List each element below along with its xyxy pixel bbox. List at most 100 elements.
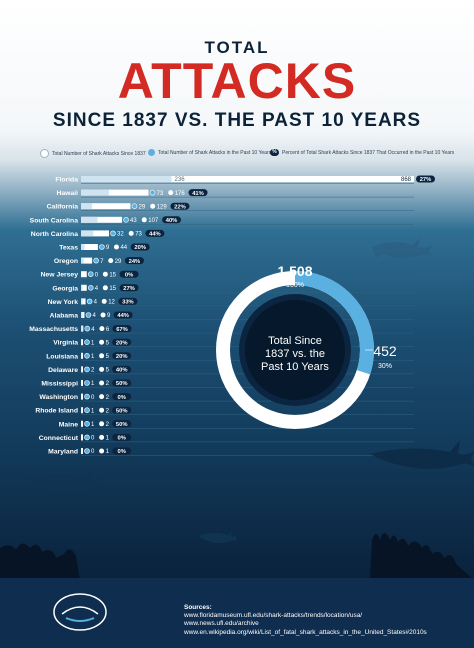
total-value-label: 15 <box>109 286 116 292</box>
bar-recent <box>81 366 82 373</box>
total-dot <box>100 312 106 318</box>
donut-inner <box>245 300 345 400</box>
total-value-label: 5 <box>106 340 110 346</box>
footer <box>0 578 474 648</box>
total-dot <box>108 258 114 264</box>
total-dot <box>168 190 174 196</box>
donut-center-line1: Total Since <box>268 335 322 347</box>
state-label: Delaware <box>48 367 78 374</box>
state-label: New Jersey <box>41 272 79 279</box>
total-value-label: 73 <box>135 232 142 238</box>
total-value-label: 12 <box>108 300 115 306</box>
bar-total <box>81 339 83 346</box>
total-value-label: 44 <box>120 245 127 251</box>
bar-total <box>81 312 85 318</box>
donut-recent-value: 452 <box>373 343 397 359</box>
recent-dot <box>84 434 90 441</box>
recent-dot <box>86 298 93 305</box>
percent-label: 20% <box>116 354 128 360</box>
total-dot <box>99 353 105 359</box>
state-label: Maryland <box>48 449 78 456</box>
bar-total <box>81 448 83 454</box>
total-dot <box>99 326 105 332</box>
percent-label: 0% <box>118 449 126 455</box>
state-label: Mississippi <box>41 381 78 388</box>
state-label: Florida <box>55 177 78 184</box>
total-value-label: 868 <box>401 177 412 183</box>
bar-total <box>81 244 98 250</box>
state-label: Texas <box>59 245 78 252</box>
bar-total <box>81 352 83 359</box>
percent-pill <box>112 393 132 401</box>
bar-total <box>81 189 149 196</box>
recent-value-label: 2 <box>91 368 95 374</box>
bar-recent <box>81 325 83 332</box>
percent-label: 0% <box>118 436 126 442</box>
bar-recent <box>81 298 83 305</box>
bar-total <box>81 271 87 278</box>
recent-dot <box>84 407 90 413</box>
source-link-1[interactable]: www.floridamuseum.ufl.edu/shark-attacks/… <box>184 612 363 620</box>
bar-total <box>81 176 414 182</box>
total-value-label: 15 <box>109 272 116 278</box>
state-label: New York <box>48 299 79 306</box>
state-label: Virginia <box>53 340 78 347</box>
source-link-3[interactable]: www.en.wikipedia.org/wiki/List_of_fatal_… <box>184 628 427 636</box>
total-dot <box>128 230 134 236</box>
bar-total <box>81 230 110 237</box>
recent-value-label: 4 <box>92 313 96 319</box>
bar-recent <box>81 216 98 223</box>
total-value-label: 129 <box>157 204 168 210</box>
recent-value-label: 73 <box>157 191 164 197</box>
bar-recent <box>81 189 110 196</box>
recent-dot <box>84 339 90 345</box>
donut-recent-pct: 30% <box>378 363 392 370</box>
legend-item-total: Total Number of Shark Attacks Since 1837 <box>40 149 146 158</box>
bar-total <box>81 257 93 264</box>
legend-label-recent: Total Number of Shark Attacks in the Pas… <box>158 149 272 156</box>
percent-pill <box>119 270 139 278</box>
percent-label: 27% <box>420 177 432 183</box>
donut-chart: Total Since 1837 vs. the Past 10 Years 1… <box>216 263 397 429</box>
shark-right-silhouette <box>370 440 474 469</box>
bar-total <box>81 203 131 210</box>
percent-pill <box>112 325 132 333</box>
logo-emblem <box>53 593 107 631</box>
recent-value-label: 1 <box>91 354 95 360</box>
source-link-2[interactable]: www.news.ufl.edu/archive <box>184 620 259 628</box>
percent-pill <box>162 216 182 224</box>
recent-value-label: 9 <box>106 245 110 251</box>
total-dot <box>101 298 107 304</box>
sources-header: Sources: <box>184 604 212 611</box>
bar-total <box>81 284 87 291</box>
total-dot <box>99 421 105 427</box>
recent-value-label: 1 <box>91 340 95 346</box>
legend-label-percent: Percent of Total Shark Attacks Since 183… <box>282 149 455 156</box>
percent-pill <box>112 420 132 428</box>
legend-label-total: Total Number of Shark Attacks Since 1837 <box>52 150 146 157</box>
recent-value-label: 0 <box>95 272 99 278</box>
percent-pill <box>124 257 144 265</box>
state-label: Hawaii <box>56 190 78 197</box>
total-value-label: 2 <box>106 422 110 428</box>
total-dot <box>150 203 156 209</box>
total-dot <box>99 339 105 345</box>
donut-recent-arc <box>294 271 374 375</box>
recent-dot <box>99 244 105 250</box>
state-label: North Carolina <box>31 231 78 238</box>
total-value-label: 107 <box>148 218 159 224</box>
bar-total <box>81 380 83 386</box>
bar-total <box>81 393 83 400</box>
state-label: Massachusetts <box>29 326 78 333</box>
total-dot <box>102 271 108 277</box>
recent-dot <box>84 448 90 454</box>
percent-pill <box>118 297 138 305</box>
percent-pill <box>112 379 132 387</box>
recent-value-label: 32 <box>117 232 124 238</box>
percent-label: 40% <box>166 218 178 224</box>
recent-value-label: 1 <box>91 408 95 414</box>
percent-pill <box>145 229 165 237</box>
bar-recent <box>81 244 85 250</box>
percent-label: 44% <box>117 313 129 319</box>
donut-center-line2: 1837 vs. the <box>265 348 325 360</box>
